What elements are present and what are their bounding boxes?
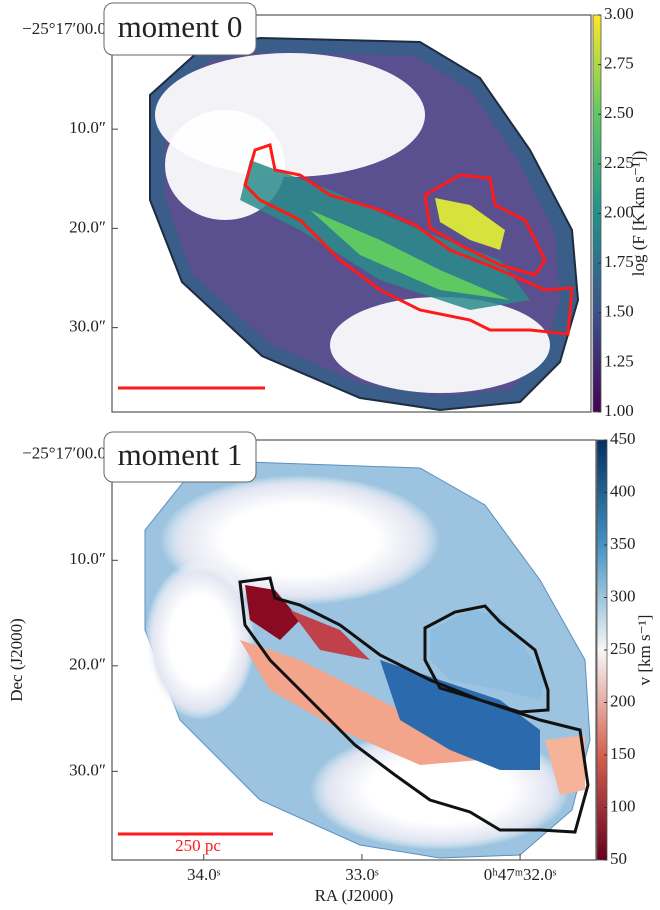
panel-title: moment 1 [118,437,243,472]
y-tick-label: 10.0″ [69,118,106,137]
colorbar-tick-label: 2.75 [604,54,634,73]
emission-peak [435,198,505,250]
x-tick-label: 34.0ˢ [187,865,221,884]
title-box [103,2,257,56]
region-contour [238,576,590,834]
moment1-map [118,461,591,859]
velocity-field [245,585,300,640]
y-tick-label: 30.0″ [69,760,106,779]
colorbar-label: v [km s⁻¹] [635,615,654,686]
colorbar-tick-label: 2.25 [604,153,634,172]
velocity-field [240,640,480,765]
y-tick-label: 20.0″ [69,217,106,236]
colorbar-tick-label: 50 [610,849,627,868]
panel-title: moment 0 [118,9,243,44]
moment0-map [118,36,580,412]
region-contour [423,173,547,277]
colorbar-tick-label: 300 [610,586,636,605]
colorbar-tick-label: 2.50 [604,103,634,122]
colorbar-tick-label: 100 [610,796,636,815]
velocity-field [290,610,370,660]
velocity-field [545,735,585,795]
white-region [160,475,440,605]
region-contour [423,604,550,714]
y-tick-label: −25°17′00.0 [22,444,106,463]
colorbar-tick-label: 1.75 [604,252,634,271]
colorbar-tick-label: 350 [610,534,636,553]
colorbar-tick-label: 3.00 [604,4,634,23]
white-region [330,297,550,393]
x-tick-label: 33.0ˢ [345,865,379,884]
colorbar-tick-label: 1.00 [604,401,634,420]
region-contour [243,143,574,336]
scale-bar-label: 250 pc [175,836,221,855]
colorbar-tick-label: 1.25 [604,351,634,370]
title-box [103,431,257,483]
colorbar-tick-label: 250 [610,639,636,658]
y-tick-label: 30.0″ [69,317,106,336]
colorbar-tick-label: 400 [610,481,636,500]
velocity-field [380,660,540,770]
plot-frame [111,439,597,861]
colorbar-tick-label: 1.50 [604,302,634,321]
emission [240,160,530,310]
x-tick-label: 0ʰ47ᵐ32.0ˢ [484,865,557,884]
emission [310,210,510,300]
colorbar-label: log (F [K km s⁻¹]) [629,151,648,277]
y-tick-label: −25°17′00.0 [22,19,106,38]
x-axis-label: RA (J2000) [315,886,394,905]
velocity-field [430,610,545,700]
colorbar-tick-label: 2.00 [604,202,634,221]
y-tick-label: 20.0″ [69,655,106,674]
y-axis-label: Dec (J2000) [7,618,26,702]
y-tick-label: 10.0″ [69,549,106,568]
plot-frame [111,14,592,413]
colorbar-tick-label: 150 [610,744,636,763]
colorbar-tick-label: 200 [610,691,636,710]
white-region [145,560,255,720]
colorbar-tick-label: 450 [610,429,636,448]
